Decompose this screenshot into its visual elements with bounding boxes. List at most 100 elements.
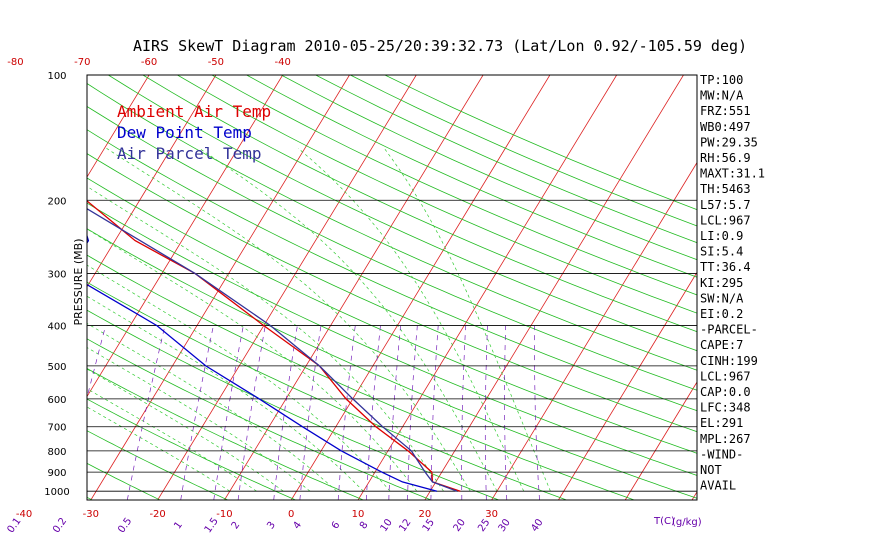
stat-line: LCL:967 <box>700 213 751 227</box>
pressure-tick-label: 400 <box>47 322 66 333</box>
plot-frame <box>86 74 698 501</box>
stat-line: SW:N/A <box>700 291 744 305</box>
dry-adiabat-line <box>177 75 697 314</box>
isotherm-line <box>157 75 417 500</box>
mixing-ratio-line <box>213 325 244 500</box>
mixing-ratio-label: 10 <box>379 517 395 534</box>
mixing-unit-label: (g/kg) <box>672 517 702 528</box>
pressure-tick-label: 800 <box>47 447 66 458</box>
stat-line: FRZ:551 <box>700 104 751 118</box>
stat-line: LI:0.9 <box>700 229 743 243</box>
mixing-ratio-line <box>337 325 356 500</box>
pressure-tick-label: 200 <box>47 196 66 207</box>
pressure-tick-label: 500 <box>47 362 66 373</box>
mixing-ratio-label: 8 <box>358 520 371 532</box>
stat-line: TH:5463 <box>700 182 751 196</box>
stat-line: SI:5.4 <box>700 245 743 259</box>
mixing-ratio-line <box>484 325 488 500</box>
isotherm-line <box>87 75 284 398</box>
mixing-ratio-line <box>180 325 214 500</box>
mixing-ratio-grid <box>87 325 540 500</box>
dry-adiabat-line <box>384 75 697 211</box>
stat-line: LCL:967 <box>700 369 751 383</box>
dry-adiabat-line <box>0 75 25 500</box>
stat-line: NOT <box>700 463 722 477</box>
dry-adiabat-line <box>87 105 697 391</box>
dry-adiabat-line <box>87 368 364 500</box>
moist-adiabat-line <box>199 148 498 492</box>
chart-title: AIRS SkewT Diagram 2010-05-25/20:39:32.7… <box>133 37 747 55</box>
stat-line: EI:0.2 <box>700 307 743 321</box>
stat-line: TT:36.4 <box>700 260 751 274</box>
stat-line: CAPE:7 <box>700 338 743 352</box>
stat-line: AVAIL <box>700 479 736 493</box>
isotherm-line <box>558 271 697 500</box>
mixing-ratio-line <box>430 325 439 500</box>
stat-line: -WIND- <box>700 447 743 461</box>
legend-entry: Dew Point Temp <box>117 123 252 142</box>
dry-adiabat-line <box>87 83 697 371</box>
mixing-ratio-line <box>237 325 266 500</box>
y-axis-label: PRESSURE (MB) <box>72 239 85 326</box>
dry-adiabat-line <box>315 75 697 244</box>
mixing-ratio-label: 0.5 <box>116 516 134 535</box>
dry-adiabat-line <box>281 75 697 261</box>
dry-adiabat-line <box>87 129 697 412</box>
pressure-axis: 100 200 300 400 500 600 700 800 900 1000 <box>44 71 69 498</box>
legend-entry: Air Parcel Temp <box>117 144 262 163</box>
isotherm-line <box>290 75 551 500</box>
dry-adiabat-line <box>87 254 635 500</box>
top-temp-tick-label: -40 <box>275 57 291 68</box>
bottom-temp-tick-label: -20 <box>149 509 165 520</box>
moist-adiabat-line <box>87 185 444 492</box>
stat-line: KI:295 <box>700 276 743 290</box>
stat-line: MW:N/A <box>700 89 744 103</box>
mixing-ratio-line <box>407 325 418 500</box>
moist-adiabat-line <box>87 406 230 492</box>
mixing-ratio-label: 30 <box>497 517 513 534</box>
stat-line: LFC:348 <box>700 401 751 415</box>
pressure-tick-label: 300 <box>47 270 66 281</box>
stat-line: CINH:199 <box>700 354 758 368</box>
top-temp-tick-label: -50 <box>208 57 224 68</box>
mixing-ratio-label: 40 <box>529 517 545 534</box>
mixing-ratio-label: 20 <box>452 517 468 534</box>
moist-adiabat-line <box>87 228 418 492</box>
moist-adiabat-line <box>106 148 471 492</box>
pressure-tick-label: 600 <box>47 395 66 406</box>
moist-adiabat-line <box>87 295 364 492</box>
mixing-ratio-line <box>504 325 508 500</box>
top-temp-tick-label: -80 <box>7 57 23 68</box>
dry-adiabat-line <box>350 75 697 227</box>
isotherm-line <box>624 381 697 500</box>
stat-line: CAP:0.0 <box>700 385 751 399</box>
dry-adiabat-line <box>108 75 697 352</box>
moist-adiabat-line <box>384 148 551 492</box>
stat-line: -PARCEL- <box>700 323 758 337</box>
stat-line: PW:29.35 <box>700 135 758 149</box>
isotherm-line <box>491 161 697 500</box>
mixing-ratio-label: 2 <box>230 520 243 532</box>
pressure-tick-label: 900 <box>47 468 66 479</box>
dry-adiabat-line <box>246 75 697 278</box>
mixing-ratio-line <box>461 325 467 500</box>
mixing-ratio-line <box>126 325 166 500</box>
pressure-tick-label: 1000 <box>44 487 69 498</box>
series-line-air-parcel-temp <box>87 208 458 492</box>
isotherm-line <box>87 75 217 288</box>
legend-entry: Ambient Air Temp <box>117 102 271 121</box>
top-temp-tick-label: -60 <box>141 57 157 68</box>
mixing-ratio-label: 12 <box>397 517 413 534</box>
dry-adiabat-line <box>87 153 697 433</box>
bottom-temp-tick-label: -40 <box>16 509 32 520</box>
isotherm-line <box>357 75 618 500</box>
mixing-ratio-label: 1 <box>172 520 185 532</box>
dry-adiabat-line <box>87 202 697 476</box>
mixing-ratio-line <box>273 325 298 500</box>
stat-line: MAXT:31.1 <box>700 167 765 181</box>
moist-adiabat-line <box>298 148 525 492</box>
mixing-ratio-line <box>388 325 401 500</box>
